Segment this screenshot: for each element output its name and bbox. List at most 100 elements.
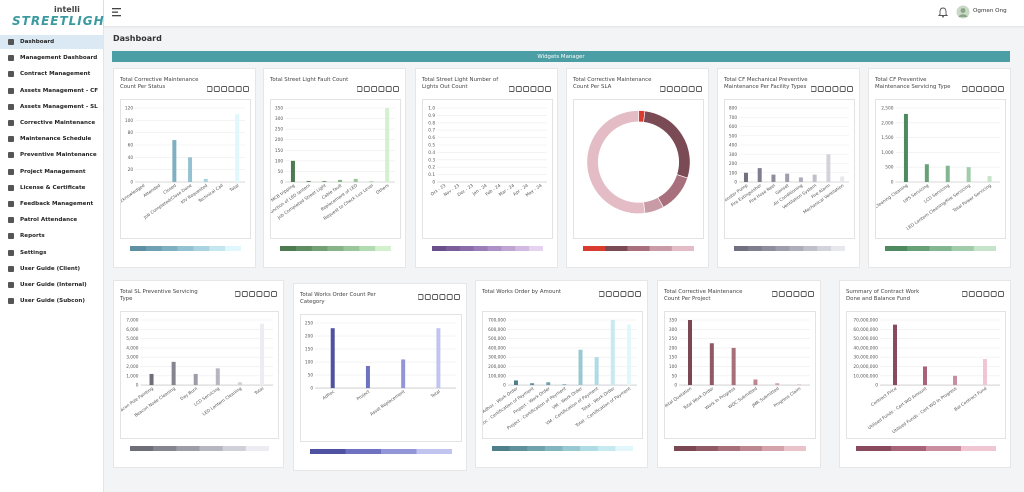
y-tick-label: 4,000 bbox=[126, 345, 139, 351]
toolbar-icon[interactable] bbox=[983, 86, 990, 92]
menu-item[interactable]: User Guide (Subcon) bbox=[0, 294, 103, 308]
toolbar-icon[interactable] bbox=[976, 86, 983, 92]
toolbar-icon[interactable] bbox=[660, 86, 666, 92]
toolbar-icon[interactable] bbox=[439, 294, 446, 300]
toolbar-icon[interactable] bbox=[207, 86, 213, 92]
toolbar-icon[interactable] bbox=[605, 291, 612, 297]
legend-swatch bbox=[951, 246, 975, 251]
menu-toggle[interactable] bbox=[112, 8, 122, 17]
toolbar-icon[interactable] bbox=[962, 291, 968, 297]
notification-bell[interactable] bbox=[938, 7, 948, 18]
toolbar-icon[interactable] bbox=[962, 86, 968, 92]
toolbar-icon[interactable] bbox=[235, 86, 242, 92]
x-tick-label: Others bbox=[375, 182, 391, 196]
toolbar-icon[interactable] bbox=[968, 291, 975, 297]
toolbar-icon[interactable] bbox=[839, 86, 846, 92]
toolbar-icon[interactable] bbox=[666, 86, 673, 92]
bar bbox=[530, 383, 535, 386]
toolbar-icon[interactable] bbox=[998, 86, 1004, 92]
toolbar-icon[interactable] bbox=[509, 86, 515, 92]
toolbar-icon[interactable] bbox=[983, 291, 990, 297]
menu-item[interactable]: User Guide (Client) bbox=[0, 262, 103, 276]
toolbar-icon[interactable] bbox=[357, 86, 363, 92]
toolbar-icon[interactable] bbox=[249, 291, 256, 297]
menu-item[interactable]: User Guide (Internal) bbox=[0, 278, 103, 292]
menu-item[interactable]: Assets Management - CF bbox=[0, 84, 103, 98]
menu-item[interactable]: License & Certificate bbox=[0, 181, 103, 195]
user-name[interactable]: Ogmen Ong bbox=[973, 8, 1007, 14]
toolbar-icon[interactable] bbox=[825, 86, 832, 92]
toolbar-icon[interactable] bbox=[385, 86, 392, 92]
sidebar: intelli STREETLIGHT Dashboard Management … bbox=[0, 0, 113, 492]
menu-item[interactable]: Patrol Attendance bbox=[0, 213, 103, 227]
widget-title: Total SL Preventive Servicing Type bbox=[120, 289, 198, 302]
toolbar-icon[interactable] bbox=[432, 294, 439, 300]
toolbar-icon[interactable] bbox=[515, 86, 522, 92]
toolbar-icon[interactable] bbox=[545, 86, 551, 92]
toolbar-icon[interactable] bbox=[243, 86, 249, 92]
toolbar-icon[interactable] bbox=[454, 294, 460, 300]
toolbar-icon[interactable] bbox=[778, 291, 785, 297]
menu-item[interactable]: Contract Management bbox=[0, 67, 103, 81]
toolbar-icon[interactable] bbox=[613, 291, 620, 297]
menu-item[interactable]: Corrective Maintenance bbox=[0, 116, 103, 130]
menu-item[interactable]: Reports bbox=[0, 229, 103, 243]
toolbar-icon[interactable] bbox=[847, 86, 853, 92]
x-tick-label: KIV Requested bbox=[180, 183, 209, 206]
menu-item[interactable]: Management Dashboard bbox=[0, 51, 103, 65]
toolbar-icon[interactable] bbox=[537, 86, 544, 92]
legend-swatch bbox=[153, 446, 177, 451]
menu-item[interactable]: Preventive Maintenance bbox=[0, 148, 103, 162]
toolbar-icon[interactable] bbox=[681, 86, 688, 92]
toolbar-icon[interactable] bbox=[627, 291, 634, 297]
toolbar-icon[interactable] bbox=[674, 86, 681, 92]
toolbar-icon[interactable] bbox=[228, 86, 235, 92]
menu-item[interactable]: Settings bbox=[0, 246, 103, 260]
toolbar-icon[interactable] bbox=[800, 291, 807, 297]
toolbar-icon[interactable] bbox=[523, 86, 530, 92]
y-tick-label: 300 bbox=[275, 116, 283, 122]
toolbar-icon[interactable] bbox=[817, 86, 824, 92]
toolbar-icon[interactable] bbox=[696, 86, 702, 92]
y-tick-label: 250 bbox=[305, 321, 313, 327]
toolbar-icon[interactable] bbox=[793, 291, 800, 297]
menu-item[interactable]: Dashboard bbox=[0, 35, 103, 49]
toolbar-icon[interactable] bbox=[811, 86, 817, 92]
toolbar-icon[interactable] bbox=[424, 294, 431, 300]
toolbar-icon[interactable] bbox=[256, 291, 263, 297]
toolbar-icon[interactable] bbox=[976, 291, 983, 297]
toolbar-icon[interactable] bbox=[378, 86, 385, 92]
toolbar-icon[interactable] bbox=[808, 291, 814, 297]
toolbar-icon[interactable] bbox=[446, 294, 453, 300]
toolbar-icon[interactable] bbox=[968, 86, 975, 92]
toolbar-icon[interactable] bbox=[599, 291, 605, 297]
toolbar-icon[interactable] bbox=[688, 86, 695, 92]
user-avatar[interactable] bbox=[956, 5, 970, 19]
toolbar-icon[interactable] bbox=[832, 86, 839, 92]
menu-item[interactable]: Project Management bbox=[0, 165, 103, 179]
toolbar-icon[interactable] bbox=[990, 86, 997, 92]
toolbar-icon[interactable] bbox=[271, 291, 277, 297]
toolbar-icon[interactable] bbox=[393, 86, 399, 92]
menu-item[interactable]: Feedback Management bbox=[0, 197, 103, 211]
toolbar-icon[interactable] bbox=[213, 86, 220, 92]
toolbar-icon[interactable] bbox=[990, 291, 997, 297]
toolbar-icon[interactable] bbox=[363, 86, 370, 92]
toolbar-icon[interactable] bbox=[418, 294, 424, 300]
toolbar-icon[interactable] bbox=[998, 291, 1004, 297]
toolbar-icon[interactable] bbox=[620, 291, 627, 297]
toolbar-icon[interactable] bbox=[241, 291, 248, 297]
bar bbox=[385, 108, 390, 182]
toolbar-icon[interactable] bbox=[235, 291, 241, 297]
toolbar-icon[interactable] bbox=[786, 291, 793, 297]
widget-title: Total CF Preventive Maintenance Servicin… bbox=[875, 77, 951, 90]
toolbar-icon[interactable] bbox=[371, 86, 378, 92]
toolbar-icon[interactable] bbox=[221, 86, 228, 92]
toolbar-icon[interactable] bbox=[530, 86, 537, 92]
toolbar-icon[interactable] bbox=[635, 291, 641, 297]
toolbar-icon[interactable] bbox=[772, 291, 778, 297]
menu-item[interactable]: Maintenance Schedule bbox=[0, 132, 103, 146]
toolbar-icon[interactable] bbox=[263, 291, 270, 297]
widgets-manager[interactable]: Widgets Manager bbox=[112, 51, 1010, 62]
menu-item[interactable]: Assets Management - SL bbox=[0, 100, 103, 114]
